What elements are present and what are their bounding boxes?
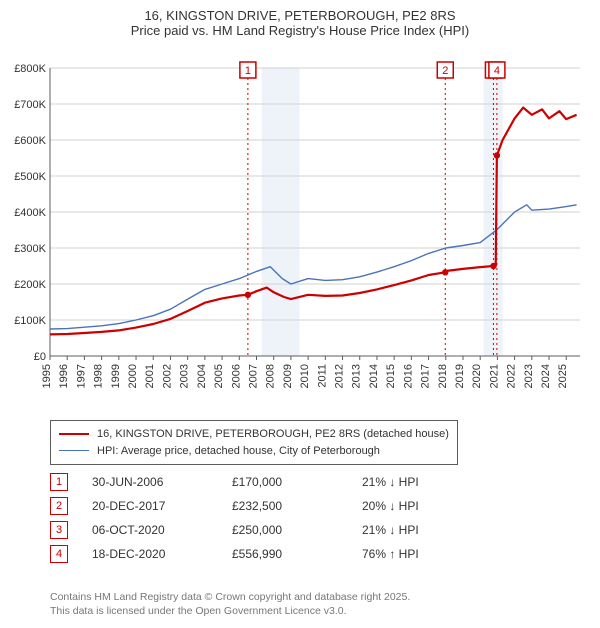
svg-text:1999: 1999 bbox=[110, 364, 122, 388]
event-date: 30-JUN-2006 bbox=[92, 470, 232, 494]
event-change: 20% ↓ HPI bbox=[362, 494, 419, 518]
event-marker-box: 2 bbox=[50, 497, 68, 515]
events-table: 1 30-JUN-2006£170,00021% ↓ HPI 2 20-DEC-201… bbox=[50, 470, 419, 566]
svg-text:2000: 2000 bbox=[127, 364, 139, 388]
legend-item: HPI: Average price, detached house, City… bbox=[59, 443, 449, 460]
event-price: £170,000 bbox=[232, 470, 362, 494]
svg-text:2019: 2019 bbox=[454, 364, 466, 388]
svg-text:1998: 1998 bbox=[93, 364, 105, 388]
page-title: 16, KINGSTON DRIVE, PETERBOROUGH, PE2 8R… bbox=[0, 8, 600, 23]
svg-text:2013: 2013 bbox=[351, 364, 363, 388]
svg-text:2018: 2018 bbox=[437, 364, 449, 388]
svg-text:2020: 2020 bbox=[471, 364, 483, 388]
legend: 16, KINGSTON DRIVE, PETERBOROUGH, PE2 8R… bbox=[50, 420, 458, 465]
svg-text:2017: 2017 bbox=[420, 364, 432, 388]
svg-text:2022: 2022 bbox=[506, 364, 518, 388]
svg-text:2008: 2008 bbox=[265, 364, 277, 388]
svg-text:4: 4 bbox=[494, 65, 500, 77]
svg-text:2002: 2002 bbox=[161, 364, 173, 388]
svg-text:£300K: £300K bbox=[14, 243, 46, 255]
event-marker-box: 4 bbox=[50, 545, 68, 563]
svg-text:£200K: £200K bbox=[14, 279, 46, 291]
price-hpi-chart: £0 £100K £200K £300K £400K £500K £600K £700K £80… bbox=[6, 58, 594, 408]
legend-item: 16, KINGSTON DRIVE, PETERBOROUGH, PE2 8R… bbox=[59, 426, 449, 443]
svg-text:2: 2 bbox=[442, 65, 448, 77]
svg-text:2021: 2021 bbox=[488, 364, 500, 388]
svg-text:1995: 1995 bbox=[41, 364, 53, 388]
svg-text:2006: 2006 bbox=[230, 364, 242, 388]
svg-text:2012: 2012 bbox=[334, 364, 346, 388]
svg-text:1: 1 bbox=[245, 65, 251, 77]
svg-text:2005: 2005 bbox=[213, 364, 225, 388]
event-price: £232,500 bbox=[232, 494, 362, 518]
legend-label: HPI: Average price, detached house, City… bbox=[97, 443, 380, 460]
attribution-footer: Contains HM Land Registry data © Crown c… bbox=[50, 590, 410, 618]
svg-text:£800K: £800K bbox=[14, 63, 46, 75]
event-date: 18-DEC-2020 bbox=[92, 542, 232, 566]
svg-text:£0: £0 bbox=[34, 351, 46, 363]
event-change: 76% ↑ HPI bbox=[362, 542, 419, 566]
svg-text:1996: 1996 bbox=[58, 364, 70, 388]
svg-text:£400K: £400K bbox=[14, 207, 46, 219]
event-marker-box: 3 bbox=[50, 521, 68, 539]
event-row: 2 20-DEC-2017£232,50020% ↓ HPI bbox=[50, 494, 419, 518]
svg-text:2007: 2007 bbox=[247, 364, 259, 388]
event-price: £556,990 bbox=[232, 542, 362, 566]
event-date: 20-DEC-2017 bbox=[92, 494, 232, 518]
page-subtitle: Price paid vs. HM Land Registry's House … bbox=[0, 23, 600, 38]
svg-text:2014: 2014 bbox=[368, 364, 380, 388]
svg-text:2004: 2004 bbox=[196, 364, 208, 388]
svg-text:2024: 2024 bbox=[540, 364, 552, 388]
svg-text:£100K: £100K bbox=[14, 315, 46, 327]
event-date: 06-OCT-2020 bbox=[92, 518, 232, 542]
svg-text:2025: 2025 bbox=[557, 364, 569, 388]
legend-label: 16, KINGSTON DRIVE, PETERBOROUGH, PE2 8R… bbox=[97, 426, 449, 443]
event-change: 21% ↓ HPI bbox=[362, 518, 419, 542]
event-row: 3 06-OCT-2020£250,00021% ↓ HPI bbox=[50, 518, 419, 542]
svg-text:1997: 1997 bbox=[75, 364, 87, 388]
svg-text:2023: 2023 bbox=[523, 364, 535, 388]
event-row: 1 30-JUN-2006£170,00021% ↓ HPI bbox=[50, 470, 419, 494]
svg-text:£700K: £700K bbox=[14, 99, 46, 111]
footer-line-2: This data is licensed under the Open Gov… bbox=[50, 604, 410, 618]
event-change: 21% ↓ HPI bbox=[362, 470, 419, 494]
legend-swatch bbox=[59, 450, 89, 451]
svg-text:£500K: £500K bbox=[14, 171, 46, 183]
event-price: £250,000 bbox=[232, 518, 362, 542]
svg-text:2015: 2015 bbox=[385, 364, 397, 388]
svg-text:2003: 2003 bbox=[179, 364, 191, 388]
svg-text:£600K: £600K bbox=[14, 135, 46, 147]
svg-text:2009: 2009 bbox=[282, 364, 294, 388]
footer-line-1: Contains HM Land Registry data © Crown c… bbox=[50, 590, 410, 604]
svg-text:2011: 2011 bbox=[316, 364, 328, 388]
event-row: 4 18-DEC-2020£556,99076% ↑ HPI bbox=[50, 542, 419, 566]
svg-text:2016: 2016 bbox=[402, 364, 414, 388]
svg-text:2010: 2010 bbox=[299, 364, 311, 388]
legend-swatch bbox=[59, 433, 89, 435]
svg-text:2001: 2001 bbox=[144, 364, 156, 388]
event-marker-box: 1 bbox=[50, 473, 68, 491]
